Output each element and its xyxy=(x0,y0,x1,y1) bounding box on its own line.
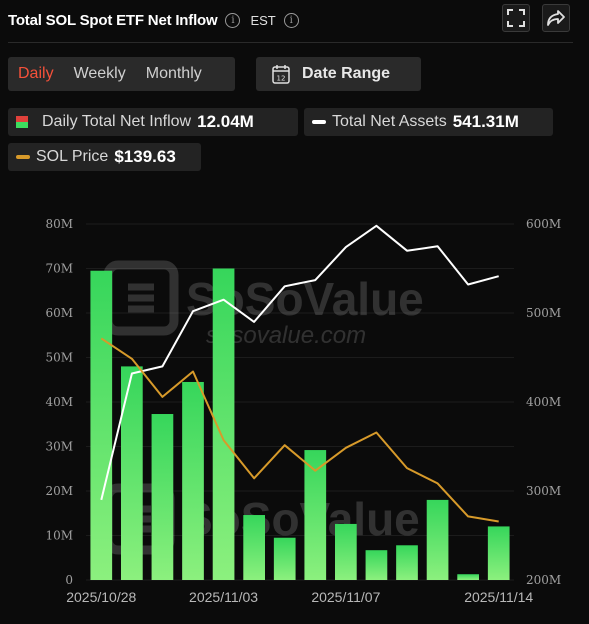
timezone-label: EST xyxy=(250,12,276,28)
right-axis-tick: 600M xyxy=(526,217,561,231)
x-axis-tick: 2025/11/14 xyxy=(464,589,533,605)
fullscreen-icon xyxy=(507,9,525,27)
chart-title: Total SOL Spot ETF Net Inflow xyxy=(8,11,218,29)
legend-net-assets-label: Total Net Assets xyxy=(332,113,447,130)
sol-price-line xyxy=(100,337,499,523)
x-axis-tick: 2025/10/28 xyxy=(66,589,136,605)
legend-sol-price[interactable]: SOL Price $139.63 xyxy=(8,143,201,171)
right-axis-tick: 300M xyxy=(526,484,561,498)
line-swatch-icon xyxy=(312,120,326,124)
tab-weekly[interactable]: Weekly xyxy=(73,65,126,82)
inflow-bar xyxy=(182,381,204,580)
left-axis-tick: 20M xyxy=(45,484,73,498)
inflow-bar xyxy=(426,499,449,580)
header-divider xyxy=(8,42,573,43)
inflow-bar xyxy=(121,366,143,580)
price-swatch-icon xyxy=(16,155,30,159)
inflow-bar xyxy=(365,550,388,580)
inflow-bar xyxy=(487,526,510,580)
tab-monthly[interactable]: Monthly xyxy=(145,65,202,82)
inflow-bar xyxy=(273,537,296,580)
inflow-chart: SoSoValue sosovalue.com SoSoValue 010M20… xyxy=(45,217,561,605)
left-axis-tick: 60M xyxy=(45,306,73,320)
date-range-label: Date Range xyxy=(302,65,391,82)
calendar-icon: 12 xyxy=(272,65,290,84)
left-axis-tick: 30M xyxy=(45,440,73,454)
right-axis-tick: 200M xyxy=(526,573,561,587)
inflow-bar xyxy=(212,268,235,580)
date-range-button[interactable]: 12 Date Range xyxy=(256,57,421,91)
inflow-bar xyxy=(396,545,418,580)
share-icon xyxy=(547,10,565,26)
calendar-icon-text: 12 xyxy=(277,75,286,83)
tab-daily[interactable]: Daily xyxy=(18,65,54,82)
share-button[interactable] xyxy=(542,4,570,32)
info-icon[interactable]: i xyxy=(225,12,241,28)
left-axis-tick: 50M xyxy=(45,351,73,365)
left-axis-tick: 40M xyxy=(45,395,73,409)
chart-header: Total SOL Spot ETF Net Inflow i EST i xyxy=(8,8,299,32)
inflow-bar xyxy=(304,450,327,580)
legend-net-assets-value: 541.31M xyxy=(452,112,519,131)
left-axis-tick: 80M xyxy=(45,217,73,231)
fullscreen-button[interactable] xyxy=(502,4,530,32)
inflow-bar xyxy=(151,414,174,580)
legend-daily-inflow[interactable]: Daily Total Net Inflow 12.04M xyxy=(8,108,298,136)
legend-sol-price-value: $139.63 xyxy=(114,147,176,166)
inflow-bar xyxy=(335,523,357,580)
x-axis-tick: 2025/11/07 xyxy=(311,589,380,605)
bar-swatch-icon xyxy=(16,116,28,128)
inflow-bar xyxy=(457,574,479,580)
inflow-bar xyxy=(90,270,113,580)
inflow-bar xyxy=(243,515,265,580)
x-axis-tick: 2025/11/03 xyxy=(189,589,258,605)
right-axis-tick: 400M xyxy=(526,395,561,409)
left-axis-tick: 70M xyxy=(45,262,73,276)
left-axis-tick: 0 xyxy=(65,573,73,587)
net-assets-line xyxy=(100,224,499,501)
legend-sol-price-label: SOL Price xyxy=(36,148,109,165)
legend-daily-inflow-label: Daily Total Net Inflow xyxy=(42,113,192,130)
legend-net-assets[interactable]: Total Net Assets 541.31M xyxy=(304,108,553,136)
left-axis-tick: 10M xyxy=(45,529,73,543)
right-axis-tick: 500M xyxy=(526,306,561,320)
timezone-info-icon[interactable]: i xyxy=(283,12,299,28)
period-tabs: Daily Weekly Monthly xyxy=(8,57,235,91)
legend-daily-inflow-value: 12.04M xyxy=(197,112,254,131)
